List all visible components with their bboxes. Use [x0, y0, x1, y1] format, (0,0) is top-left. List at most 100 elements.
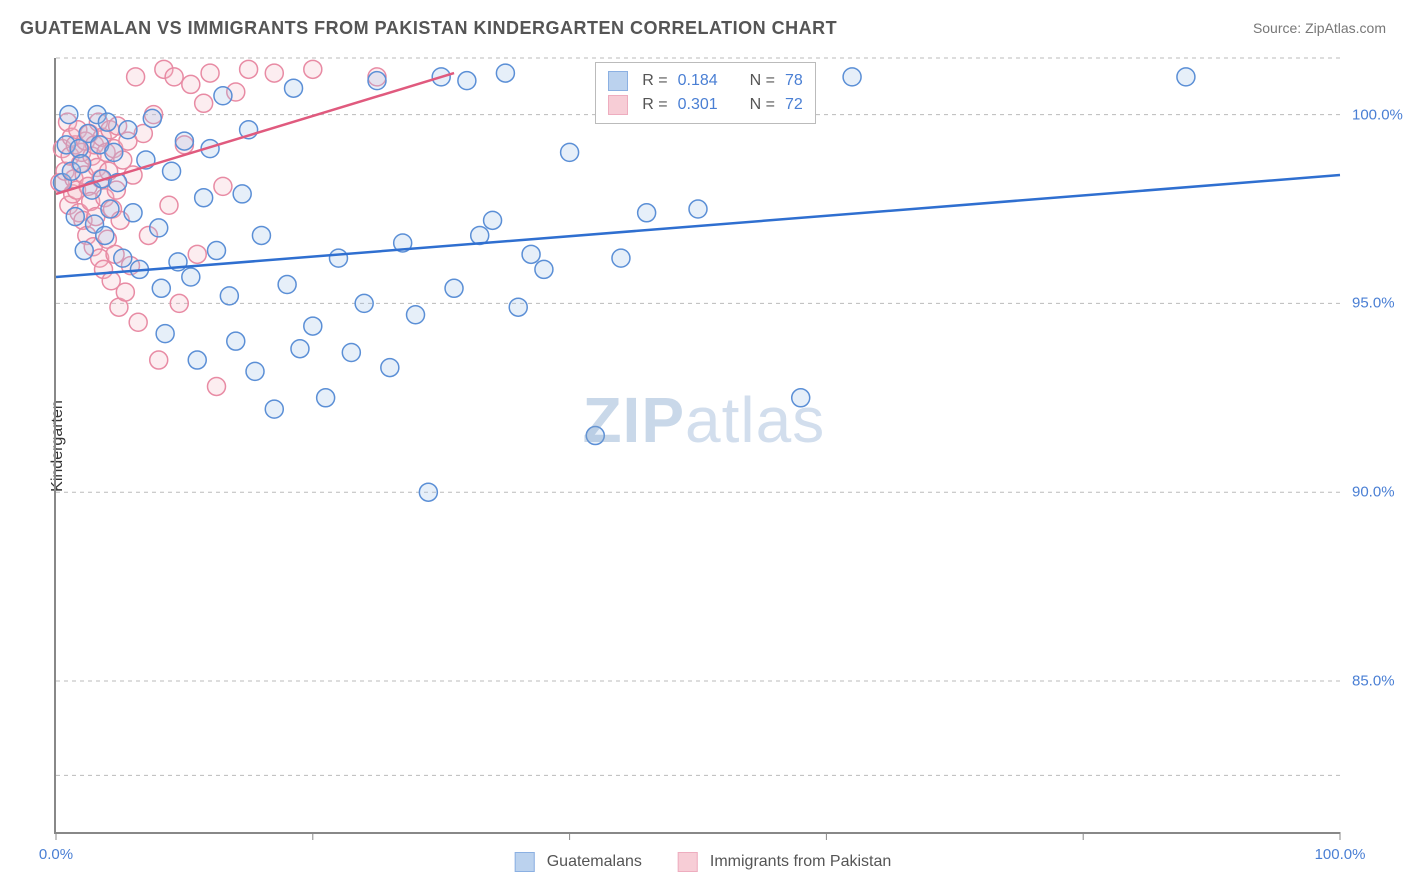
data-point-blue: [96, 226, 114, 244]
data-point-blue: [561, 143, 579, 161]
n-prefix: N =: [750, 96, 775, 114]
data-point-blue: [188, 351, 206, 369]
data-point-blue: [509, 298, 527, 316]
chart-title: GUATEMALAN VS IMMIGRANTS FROM PAKISTAN K…: [20, 18, 837, 39]
swatch-blue: [608, 71, 628, 91]
data-point-blue: [208, 242, 226, 260]
r-value-pink: 0.301: [678, 96, 718, 114]
stats-row-pink: R = 0.301 N = 72: [608, 93, 803, 117]
data-point-blue: [407, 306, 425, 324]
data-point-blue: [175, 132, 193, 150]
plot-area: ZIPatlas R = 0.184 N = 78 R = 0.301 N = …: [54, 58, 1340, 834]
n-value-blue: 78: [785, 72, 803, 90]
data-point-blue: [792, 389, 810, 407]
legend-label-pink: Immigrants from Pakistan: [710, 853, 891, 871]
data-point-pink: [188, 245, 206, 263]
r-prefix: R =: [642, 96, 667, 114]
y-tick-label: 85.0%: [1352, 672, 1395, 689]
data-point-blue: [291, 340, 309, 358]
data-point-pink: [265, 64, 283, 82]
y-tick-label: 100.0%: [1352, 106, 1403, 123]
data-point-blue: [73, 155, 91, 173]
n-value-pink: 72: [785, 96, 803, 114]
data-point-blue: [484, 211, 502, 229]
data-point-blue: [252, 226, 270, 244]
chart-container: GUATEMALAN VS IMMIGRANTS FROM PAKISTAN K…: [0, 0, 1406, 892]
data-point-blue: [101, 200, 119, 218]
data-point-blue: [98, 113, 116, 131]
data-point-blue: [227, 332, 245, 350]
legend-label-blue: Guatemalans: [547, 853, 642, 871]
data-point-blue: [124, 204, 142, 222]
data-point-pink: [304, 60, 322, 78]
data-point-blue: [214, 87, 232, 105]
swatch-pink: [608, 95, 628, 115]
legend-item-blue: Guatemalans: [515, 852, 642, 872]
data-point-blue: [150, 219, 168, 237]
data-point-blue: [60, 106, 78, 124]
data-point-blue: [114, 249, 132, 267]
data-point-blue: [329, 249, 347, 267]
data-point-pink: [160, 196, 178, 214]
x-tick-label: 0.0%: [39, 846, 73, 863]
data-point-blue: [304, 317, 322, 335]
data-point-blue: [612, 249, 630, 267]
data-point-blue: [220, 287, 238, 305]
data-point-pink: [170, 294, 188, 312]
data-point-blue: [535, 260, 553, 278]
legend-swatch-blue: [515, 852, 535, 872]
source-label: Source: ZipAtlas.com: [1253, 20, 1386, 36]
data-point-blue: [285, 79, 303, 97]
data-point-blue: [156, 325, 174, 343]
data-point-blue: [522, 245, 540, 263]
n-prefix: N =: [750, 72, 775, 90]
data-point-blue: [66, 208, 84, 226]
data-point-blue: [689, 200, 707, 218]
data-point-pink: [182, 75, 200, 93]
data-point-pink: [116, 283, 134, 301]
data-point-blue: [638, 204, 656, 222]
data-point-blue: [586, 427, 604, 445]
data-point-blue: [265, 400, 283, 418]
data-point-blue: [182, 268, 200, 286]
data-point-blue: [419, 483, 437, 501]
data-point-blue: [317, 389, 335, 407]
x-tick-label: 100.0%: [1315, 846, 1366, 863]
data-point-pink: [214, 177, 232, 195]
data-point-blue: [246, 362, 264, 380]
r-value-blue: 0.184: [678, 72, 718, 90]
data-point-pink: [165, 68, 183, 86]
stats-legend: R = 0.184 N = 78 R = 0.301 N = 72: [595, 62, 816, 124]
data-point-blue: [105, 143, 123, 161]
data-point-blue: [195, 189, 213, 207]
data-point-blue: [342, 343, 360, 361]
bottom-legend: Guatemalans Immigrants from Pakistan: [515, 852, 892, 872]
data-point-pink: [208, 377, 226, 395]
data-point-blue: [163, 162, 181, 180]
data-point-blue: [1177, 68, 1195, 86]
plot-svg: [56, 58, 1340, 832]
data-point-blue: [445, 279, 463, 297]
data-point-blue: [355, 294, 373, 312]
data-point-blue: [233, 185, 251, 203]
data-point-blue: [278, 276, 296, 294]
data-point-blue: [381, 359, 399, 377]
data-point-blue: [458, 72, 476, 90]
data-point-blue: [152, 279, 170, 297]
y-tick-label: 95.0%: [1352, 295, 1395, 312]
data-point-blue: [843, 68, 861, 86]
data-point-pink: [240, 60, 258, 78]
legend-swatch-pink: [678, 852, 698, 872]
data-point-pink: [195, 94, 213, 112]
data-point-pink: [129, 313, 147, 331]
data-point-blue: [368, 72, 386, 90]
y-tick-label: 90.0%: [1352, 484, 1395, 501]
data-point-blue: [75, 242, 93, 260]
data-point-blue: [143, 109, 161, 127]
r-prefix: R =: [642, 72, 667, 90]
stats-row-blue: R = 0.184 N = 78: [608, 69, 803, 93]
data-point-pink: [150, 351, 168, 369]
legend-item-pink: Immigrants from Pakistan: [678, 852, 891, 872]
data-point-blue: [496, 64, 514, 82]
data-point-pink: [127, 68, 145, 86]
